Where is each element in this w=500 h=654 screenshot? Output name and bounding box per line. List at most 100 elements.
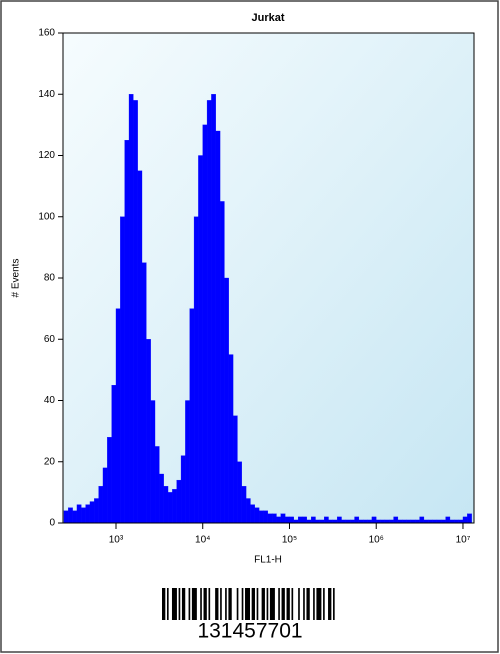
- barcode-bar: [256, 588, 259, 620]
- barcode-bar: [316, 588, 322, 620]
- bar: [298, 516, 303, 524]
- bar: [111, 385, 117, 524]
- barcode-bar: [306, 588, 310, 620]
- bar: [354, 516, 360, 524]
- bar: [150, 400, 156, 524]
- bar: [159, 473, 164, 524]
- barcode-bar: [200, 588, 202, 620]
- bar: [146, 339, 151, 524]
- bar: [154, 446, 160, 524]
- bar: [445, 516, 451, 524]
- barcode-bar: [251, 588, 255, 620]
- bar: [115, 308, 121, 524]
- barcode-bar: [281, 588, 285, 620]
- bar: [85, 504, 91, 524]
- bar: [280, 513, 286, 524]
- barcode-bar: [286, 588, 290, 620]
- bar: [141, 262, 147, 524]
- barcode-bar: [203, 588, 207, 620]
- y-tick-label: 60: [44, 334, 56, 345]
- bar: [202, 124, 208, 524]
- barcode-bar: [220, 588, 222, 620]
- bar: [94, 498, 99, 524]
- bar: [72, 510, 78, 524]
- histogram-bars: [63, 94, 472, 524]
- barcode-number: 131457701: [197, 620, 302, 643]
- bar: [467, 513, 472, 524]
- bar: [163, 486, 169, 524]
- barcode-bar: [291, 588, 294, 620]
- barcode-bar: [228, 588, 232, 620]
- bar: [189, 308, 195, 524]
- barcode: [162, 588, 335, 620]
- x-tick-label: 10⁵: [282, 535, 297, 546]
- x-axis-label: FL1-H: [254, 555, 282, 566]
- bar: [89, 501, 95, 524]
- bar: [76, 504, 82, 524]
- barcode-bar: [333, 588, 335, 620]
- y-tick-label: 140: [38, 89, 55, 100]
- barcode-bar: [236, 588, 239, 620]
- barcode-bar: [298, 588, 300, 620]
- barcode-bar: [188, 588, 191, 620]
- bar: [176, 479, 182, 524]
- bar: [107, 437, 112, 524]
- x-tick-label: 10³: [109, 535, 124, 546]
- bar: [271, 513, 277, 524]
- bar: [120, 216, 125, 524]
- bar: [215, 130, 221, 524]
- bar: [324, 516, 329, 524]
- barcode-bar: [266, 588, 269, 620]
- barcode-bar: [269, 588, 275, 620]
- bar: [198, 155, 203, 524]
- bar: [419, 516, 425, 524]
- bar: [302, 516, 307, 524]
- barcode-bar: [215, 588, 219, 620]
- barcode-bar: [328, 588, 332, 620]
- bar: [224, 277, 229, 524]
- x-tick-label: 10⁶: [369, 535, 384, 546]
- bar: [289, 516, 294, 524]
- bar: [172, 489, 177, 524]
- bar: [267, 513, 273, 524]
- barcode-bar: [313, 588, 315, 620]
- bar: [193, 216, 199, 524]
- bar: [237, 461, 242, 524]
- bar: [250, 504, 255, 524]
- bar: [102, 467, 108, 524]
- barcode-bar: [225, 588, 227, 620]
- barcode-bar: [241, 588, 244, 620]
- x-tick-label: 10⁴: [195, 535, 210, 546]
- barcode-bar: [323, 588, 325, 620]
- y-tick-label: 160: [38, 28, 55, 39]
- bar: [232, 415, 238, 524]
- bar: [128, 94, 134, 524]
- bar: [133, 100, 138, 524]
- bar: [180, 455, 186, 524]
- bar: [337, 516, 342, 524]
- bar: [462, 516, 468, 524]
- bar: [185, 400, 190, 524]
- y-tick-label: 120: [38, 150, 55, 161]
- y-tick-label: 20: [44, 456, 56, 467]
- bar: [211, 94, 216, 524]
- y-tick-label: 80: [44, 273, 56, 284]
- barcode-bar: [166, 588, 169, 620]
- chart-title: Jurkat: [251, 12, 284, 24]
- barcode-bar: [245, 588, 250, 620]
- bar: [245, 498, 251, 524]
- bar: [228, 354, 234, 524]
- barcode-bar: [278, 588, 280, 620]
- bar: [167, 492, 173, 524]
- bar: [98, 486, 104, 524]
- barcode-bar: [191, 588, 197, 620]
- bar: [137, 170, 143, 524]
- bar: [371, 516, 377, 524]
- y-axis-label: # Events: [11, 259, 22, 298]
- bar: [68, 507, 73, 524]
- bar: [284, 516, 290, 524]
- y-tick-label: 100: [38, 211, 55, 222]
- barcode-bar: [261, 588, 265, 620]
- bar: [254, 507, 260, 524]
